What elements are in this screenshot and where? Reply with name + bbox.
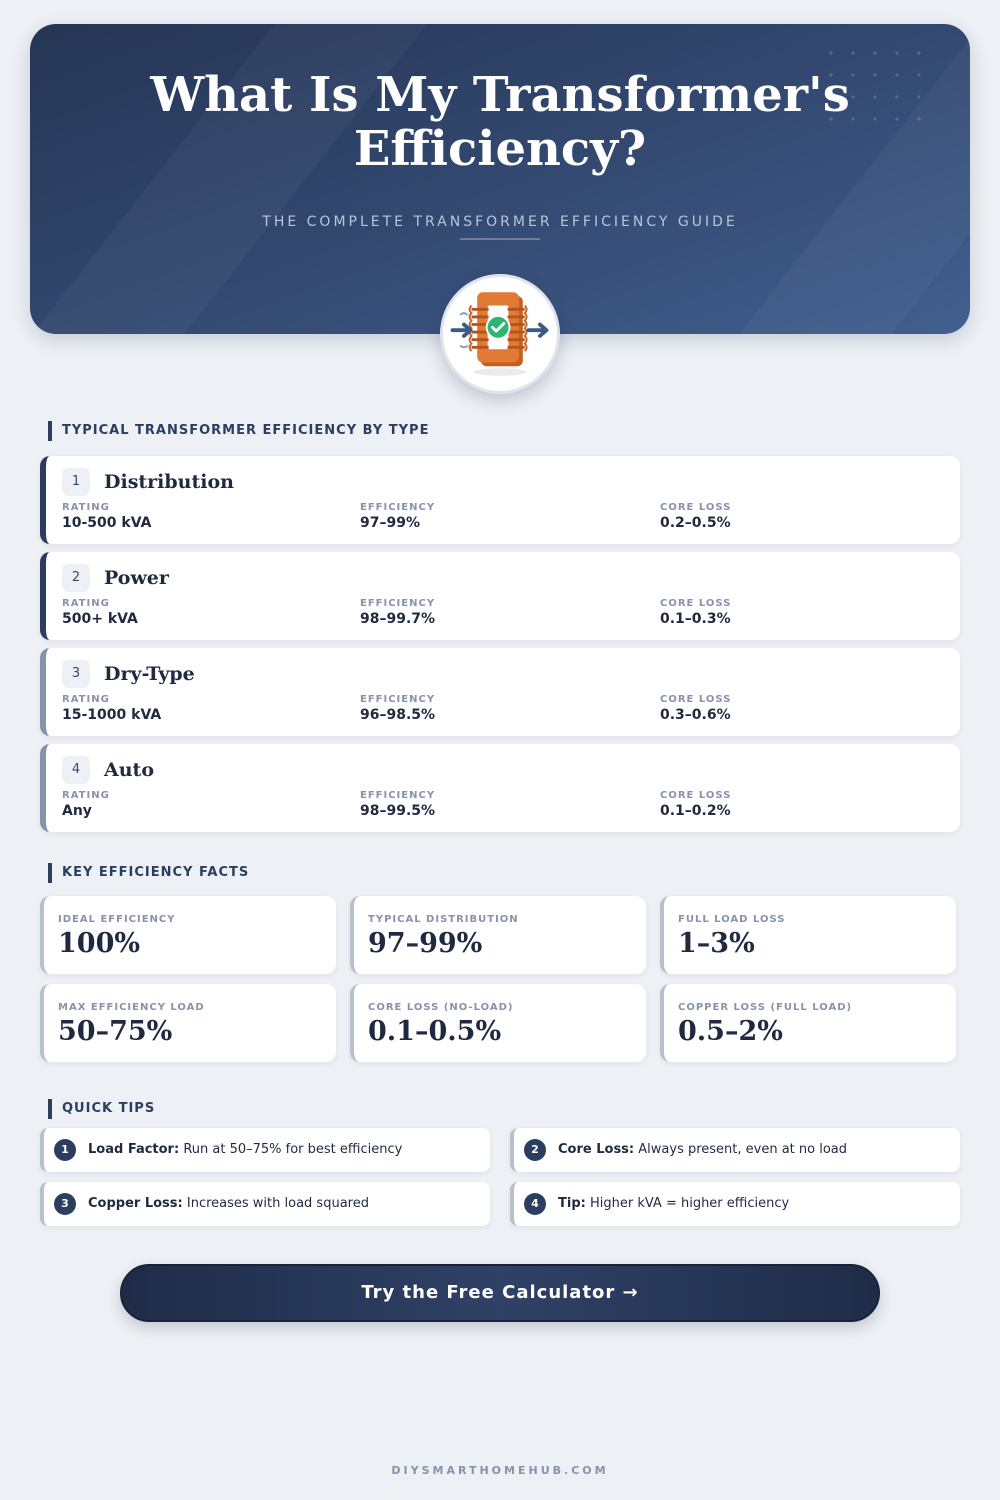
fact-label: IDEAL EFFICIENCY <box>58 914 176 925</box>
fact-card: CORE LOSS (NO-LOAD) 0.1–0.5% <box>350 984 646 1062</box>
tip-text: Copper Loss: Increases with load squared <box>88 1182 369 1226</box>
fact-card: TYPICAL DISTRIBUTION 97–99% <box>350 896 646 974</box>
type-name: Auto <box>104 759 155 781</box>
stat-label-core-loss: CORE LOSS <box>660 790 732 801</box>
stat-label-rating: RATING <box>62 598 110 609</box>
tip-number: 1 <box>54 1139 76 1161</box>
stat-label-efficiency: EFFICIENCY <box>360 694 436 705</box>
stat-value-core-loss: 0.2–0.5% <box>660 515 731 531</box>
fact-label: CORE LOSS (NO-LOAD) <box>368 1002 514 1013</box>
fact-value: 100% <box>58 928 141 959</box>
hero-decor-dots <box>820 42 930 122</box>
stat-value-core-loss: 0.1–0.3% <box>660 611 731 627</box>
type-name: Power <box>104 567 169 589</box>
tip-number: 4 <box>524 1193 546 1215</box>
tip-body: Always present, even at no load <box>638 1142 848 1157</box>
stat-label-rating: RATING <box>62 694 110 705</box>
stat-label-rating: RATING <box>62 502 110 513</box>
type-number: 2 <box>62 564 90 592</box>
tip-card: 2 Core Loss: Always present, even at no … <box>510 1128 960 1172</box>
type-card-power: 2 Power RATING 500+ kVA EFFICIENCY 98–99… <box>40 552 960 640</box>
stat-value-efficiency: 96–98.5% <box>360 707 436 723</box>
fact-value: 0.1–0.5% <box>368 1016 502 1047</box>
fact-card: FULL LOAD LOSS 1–3% <box>660 896 956 974</box>
tip-card: 3 Copper Loss: Increases with load squar… <box>40 1182 490 1226</box>
fact-card: COPPER LOSS (FULL LOAD) 0.5–2% <box>660 984 956 1062</box>
fact-value: 1–3% <box>678 928 755 959</box>
footer-site-link[interactable]: DIYSMARTHOMEHUB.COM <box>391 1464 609 1477</box>
tip-label: Load Factor: <box>88 1142 180 1157</box>
page-subtitle: THE COMPLETE TRANSFORMER EFFICIENCY GUID… <box>262 214 738 230</box>
type-name: Dry-Type <box>104 663 195 685</box>
fact-card: MAX EFFICIENCY LOAD 50–75% <box>40 984 336 1062</box>
tip-number: 3 <box>54 1193 76 1215</box>
tip-text: Core Loss: Always present, even at no lo… <box>558 1128 847 1172</box>
type-name: Distribution <box>104 471 234 493</box>
stat-label-efficiency: EFFICIENCY <box>360 790 436 801</box>
tip-number: 2 <box>524 1139 546 1161</box>
divider <box>460 238 540 240</box>
tip-text: Load Factor: Run at 50–75% for best effi… <box>88 1128 402 1172</box>
type-number: 3 <box>62 660 90 688</box>
fact-value: 50–75% <box>58 1016 173 1047</box>
stat-label-core-loss: CORE LOSS <box>660 502 732 513</box>
page-title-line: Efficiency? <box>353 121 647 177</box>
stat-label-core-loss: CORE LOSS <box>660 694 732 705</box>
stat-value-rating: 500+ kVA <box>62 611 138 627</box>
tip-card: 4 Tip: Higher kVA = higher efficiency <box>510 1182 960 1226</box>
type-number: 1 <box>62 468 90 496</box>
section-title-types: TYPICAL TRANSFORMER EFFICIENCY BY TYPE <box>48 421 429 441</box>
fact-value: 97–99% <box>368 928 483 959</box>
stat-label-rating: RATING <box>62 790 110 801</box>
stat-value-rating: 15-1000 kVA <box>62 707 162 723</box>
fact-label: TYPICAL DISTRIBUTION <box>368 914 519 925</box>
type-number: 4 <box>62 756 90 784</box>
tip-label: Copper Loss: <box>88 1196 183 1211</box>
section-title-tips: QUICK TIPS <box>48 1099 155 1119</box>
tip-body: Increases with load squared <box>186 1196 369 1211</box>
try-calculator-button[interactable]: Try the Free Calculator → <box>120 1264 880 1322</box>
fact-card: IDEAL EFFICIENCY 100% <box>40 896 336 974</box>
fact-label: MAX EFFICIENCY LOAD <box>58 1002 205 1013</box>
stat-label-core-loss: CORE LOSS <box>660 598 732 609</box>
stat-value-rating: Any <box>62 803 92 819</box>
stat-value-rating: 10-500 kVA <box>62 515 152 531</box>
hero-badge <box>440 274 560 394</box>
stat-value-efficiency: 98–99.7% <box>360 611 436 627</box>
fact-label: COPPER LOSS (FULL LOAD) <box>678 1002 853 1013</box>
page-title-line: What Is My Transformer's <box>150 67 850 123</box>
transformer-check-icon <box>450 292 549 376</box>
fact-label: FULL LOAD LOSS <box>678 914 786 925</box>
section-title-facts: KEY EFFICIENCY FACTS <box>48 863 249 883</box>
type-card-auto: 4 Auto RATING Any EFFICIENCY 98–99.5% CO… <box>40 744 960 832</box>
page-title: What Is My Transformer's Efficiency? <box>30 68 970 176</box>
type-card-dry-type: 3 Dry-Type RATING 15-1000 kVA EFFICIENCY… <box>40 648 960 736</box>
type-card-distribution: 1 Distribution RATING 10-500 kVA EFFICIE… <box>40 456 960 544</box>
stat-value-efficiency: 97–99% <box>360 515 420 531</box>
stat-label-efficiency: EFFICIENCY <box>360 502 436 513</box>
tip-text: Tip: Higher kVA = higher efficiency <box>558 1182 789 1226</box>
tip-label: Tip: <box>558 1196 586 1211</box>
tip-body: Run at 50–75% for best efficiency <box>183 1142 403 1157</box>
fact-value: 0.5–2% <box>678 1016 783 1047</box>
stat-value-core-loss: 0.1–0.2% <box>660 803 731 819</box>
stat-value-efficiency: 98–99.5% <box>360 803 436 819</box>
tip-body: Higher kVA = higher efficiency <box>589 1196 790 1211</box>
stat-value-core-loss: 0.3–0.6% <box>660 707 731 723</box>
stat-label-efficiency: EFFICIENCY <box>360 598 436 609</box>
tip-card: 1 Load Factor: Run at 50–75% for best ef… <box>40 1128 490 1172</box>
tip-label: Core Loss: <box>558 1142 635 1157</box>
